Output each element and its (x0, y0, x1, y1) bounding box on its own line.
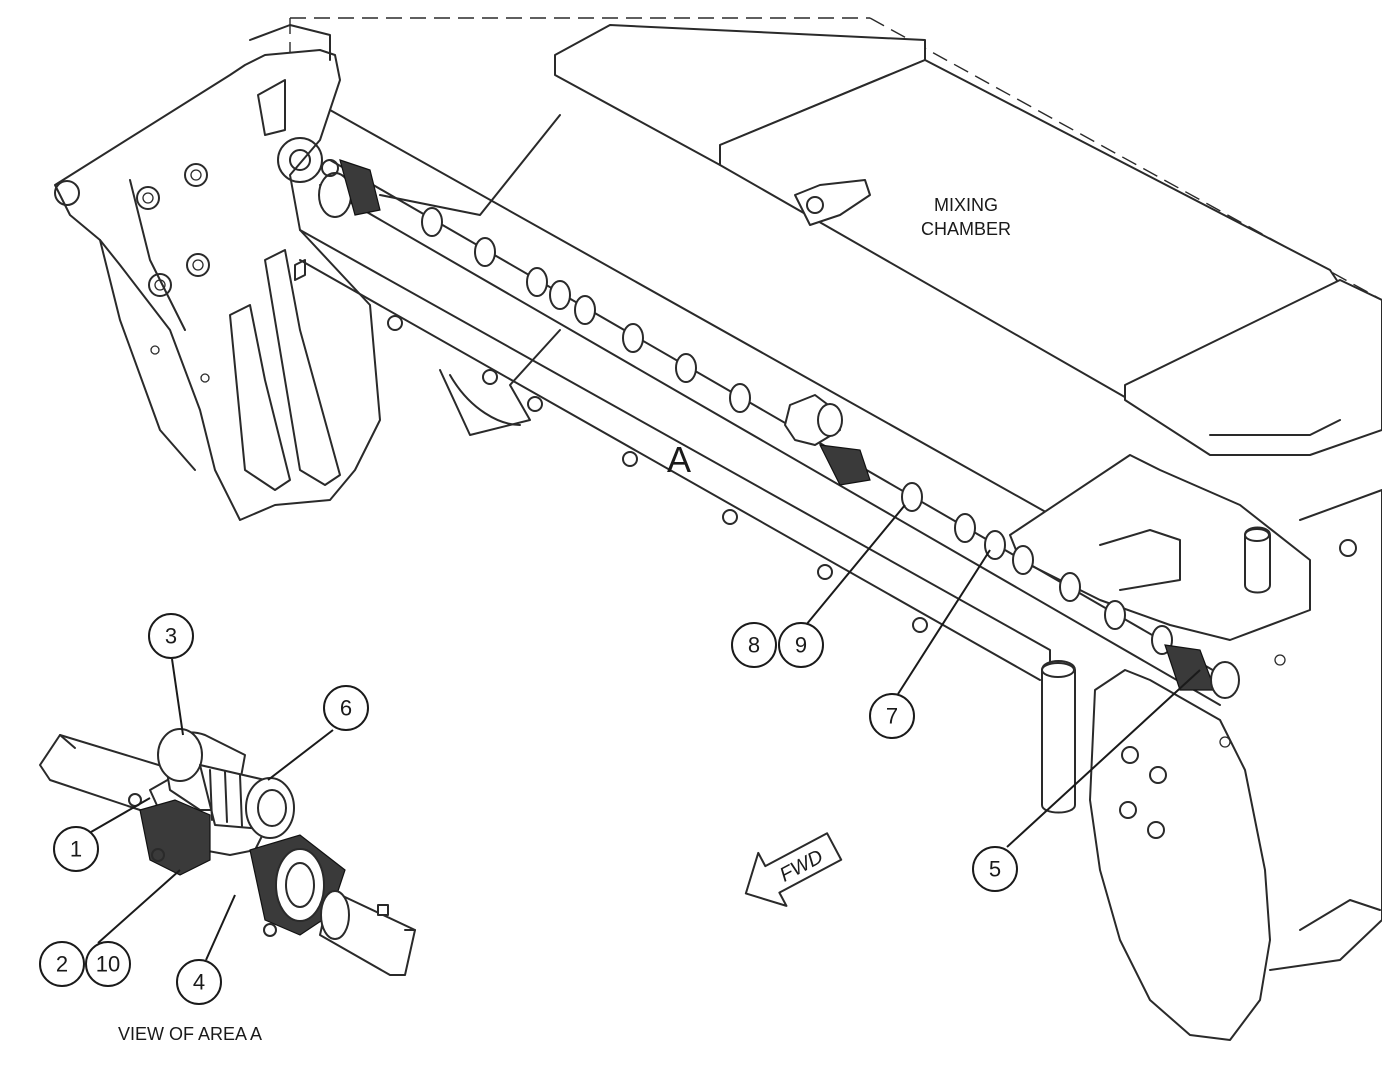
svg-text:7: 7 (886, 704, 898, 729)
mixing-chamber-label-line1: MIXING (934, 195, 998, 215)
callout-3: 3 (148, 613, 194, 659)
forward-arrow: FWD (744, 832, 843, 907)
machine-frame (54, 17, 1382, 1041)
view-caption: VIEW OF AREA A (118, 1024, 262, 1044)
svg-text:5: 5 (989, 857, 1001, 882)
callout-5: 5 (972, 846, 1018, 892)
area-a-label: A (667, 439, 691, 480)
svg-text:2: 2 (56, 952, 68, 977)
callout-6: 6 (323, 685, 369, 731)
callout-1: 1 (53, 826, 99, 872)
callout-leaders (90, 504, 1201, 961)
detail-view-area-a (39, 728, 416, 976)
callout-2: 2 (39, 941, 85, 987)
callout-8: 8 (731, 622, 777, 668)
svg-text:6: 6 (340, 696, 352, 721)
callout-4: 4 (176, 959, 222, 1005)
mixing-chamber-label-line2: CHAMBER (921, 219, 1011, 239)
svg-text:8: 8 (748, 633, 760, 658)
spray-bar-assembly (318, 159, 1240, 706)
svg-text:4: 4 (193, 970, 205, 995)
callout-7: 7 (869, 693, 915, 739)
svg-text:1: 1 (70, 837, 82, 862)
svg-text:9: 9 (795, 633, 807, 658)
callout-9: 9 (778, 622, 824, 668)
svg-text:3: 3 (165, 624, 177, 649)
svg-text:10: 10 (96, 952, 120, 977)
callout-10: 10 (85, 941, 131, 987)
